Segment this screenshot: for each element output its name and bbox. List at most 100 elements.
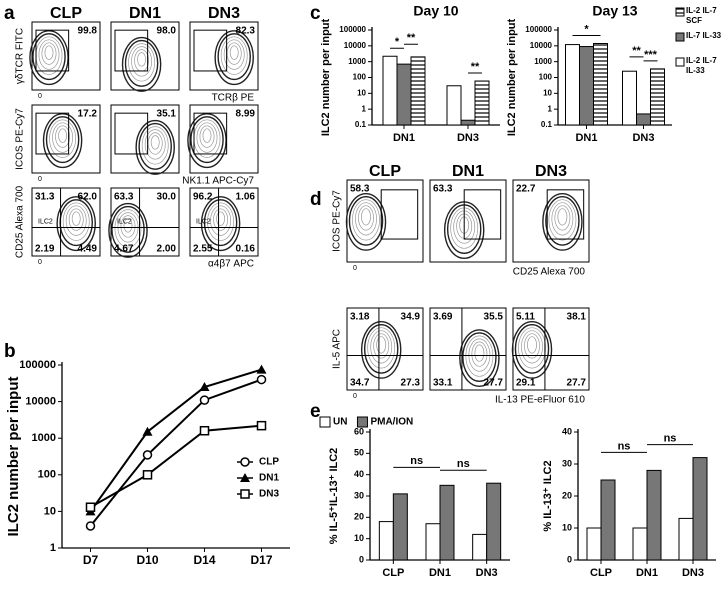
gate-value: 38.1 [567,312,587,323]
gate-value: 3.18 [350,312,370,323]
contour [45,116,80,164]
contour [41,42,57,65]
contour [55,125,71,148]
gate-value: 33.1 [433,378,453,389]
legend-entry: IL-2 IL-7 SCF [686,6,717,25]
gate-value: 27.3 [401,378,421,389]
series-line [89,368,262,512]
gate-value: 99.8 [78,26,98,37]
gate-value: 0.16 [236,244,256,255]
gate-value: 22.7 [516,184,536,195]
y-axis-label: ICOS PE-Cy7 [332,190,343,252]
x-tick-label: D7 [83,553,99,567]
axis-zero: 0 [353,265,357,272]
contour [557,208,568,226]
contour [524,333,540,359]
contour [71,211,81,226]
y-tick-label: 30 [562,458,572,468]
legend-marker [240,473,250,482]
bar [636,113,651,126]
point [142,426,153,436]
point [142,450,153,460]
y-tick-label: 100000 [19,359,56,371]
gate-value: 35.1 [157,109,177,120]
y-tick-label: 100 [353,73,367,82]
column-header: DN3 [535,163,567,180]
contour [202,128,212,143]
bar [622,70,637,126]
legend-swatch [675,7,685,17]
contour [108,202,148,258]
contour [462,332,497,382]
gate [380,189,419,240]
gate [193,112,228,155]
x-tick-label: D14 [193,553,215,567]
bar [646,469,662,561]
y-axis-label: % IL-5⁺IL-13⁺ ILC2 [328,448,340,545]
contour [376,336,387,354]
gate-value: 5.11 [516,312,535,323]
contour [551,202,574,236]
point [199,395,210,405]
x-tick-label: DN1 [636,567,658,579]
y-tick-label: 10000 [530,41,553,50]
gate [546,189,585,240]
bar [678,517,694,561]
bar [632,527,648,561]
contour [111,205,145,253]
gate [114,29,149,72]
column-header: CLP [369,163,401,180]
contour [199,125,215,148]
contour [348,195,384,246]
legend-label: IL-2 IL-7 SCF [686,6,717,25]
gate [35,112,70,155]
gate [193,29,228,72]
bar [600,479,616,561]
plot-frame [429,307,507,391]
plot-frame [512,179,590,263]
contour [187,113,227,169]
bar [439,484,455,561]
y-tick-label: 100000 [339,25,366,34]
gate-value: 35.5 [484,312,504,323]
y-axis-label: IL-5 APC [332,329,343,369]
contour [465,335,494,377]
y-tick-label: 1000 [32,432,56,444]
y-tick-label: 0.1 [355,120,367,129]
legend-label: DN1 [259,473,279,484]
contour [229,45,239,60]
contour [521,330,543,364]
y-tick-label: 0 [567,554,572,564]
x-axis-label: α4β7 APC [208,259,254,270]
gate-value: 96.2 [193,192,213,203]
bar [593,43,608,126]
contour [345,192,387,251]
contour [214,30,254,86]
legend-swatch [356,416,368,428]
x-tick-label: DN3 [476,567,498,579]
panel-label: e [310,401,321,422]
bar [692,457,708,561]
legend-marker [240,457,250,467]
bar [460,119,476,126]
gate-value: 4.49 [78,244,98,255]
contour [68,208,84,231]
point [256,374,267,385]
legend-swatch [675,57,685,67]
contour [141,126,169,165]
y-tick-label: 10000 [344,41,367,50]
gate-value: 4.67 [114,244,134,255]
point [85,521,96,531]
contour [65,205,87,236]
legend-label: UN [333,417,347,428]
contour [545,195,580,246]
column-header: CLP [50,5,82,22]
contour [542,192,583,251]
point [199,382,210,392]
gate-value: 34.9 [401,312,421,323]
y-tick-label: 10 [357,88,366,97]
contour [361,208,371,226]
contour [131,46,153,77]
y-axis-label: γδTCR FITC [15,28,26,84]
y-tick-label: 10 [44,505,56,517]
